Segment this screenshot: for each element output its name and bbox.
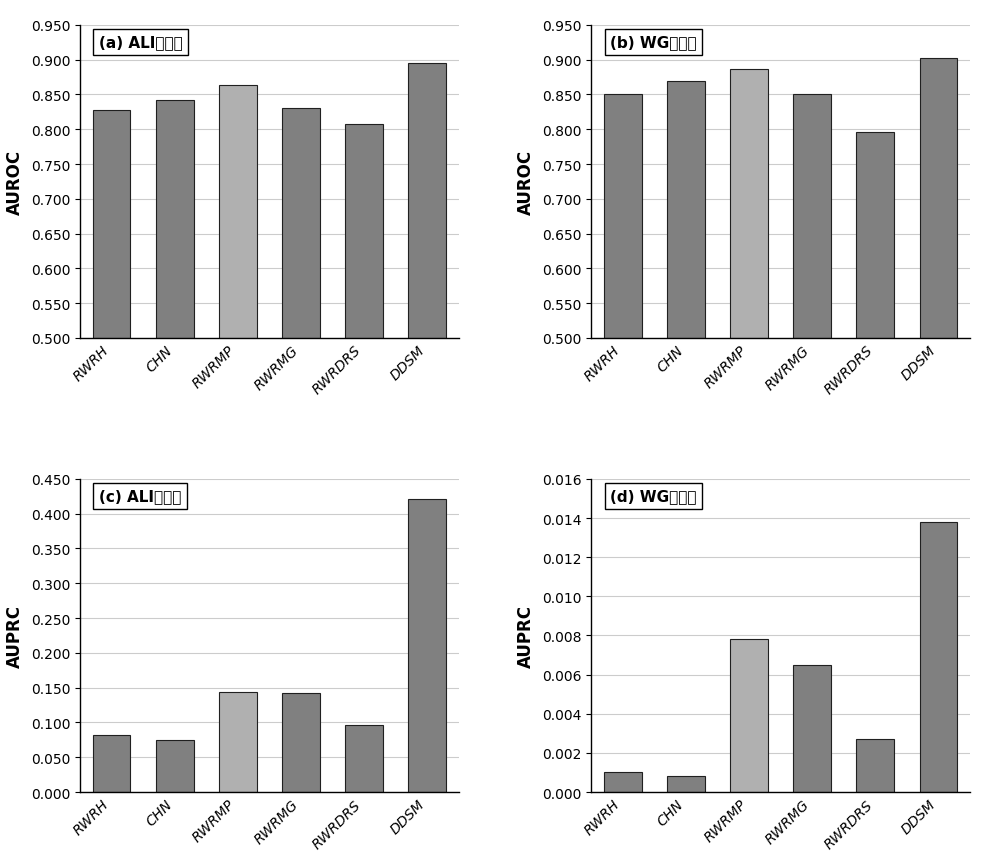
Bar — [856, 133, 894, 338]
Bar — [219, 85, 257, 338]
Bar — [156, 740, 194, 792]
Bar — [920, 523, 957, 792]
Bar — [219, 692, 257, 792]
Bar — [345, 726, 383, 792]
Bar — [856, 740, 894, 792]
Bar — [730, 640, 768, 792]
Bar — [793, 96, 831, 338]
Bar — [667, 777, 705, 792]
Bar — [408, 499, 446, 792]
Bar — [282, 108, 320, 338]
Text: (d) WG控制集: (d) WG控制集 — [610, 489, 697, 504]
Bar — [345, 125, 383, 338]
Bar — [93, 735, 130, 792]
Y-axis label: AUROC: AUROC — [6, 150, 24, 214]
Bar — [93, 110, 130, 338]
Y-axis label: AUROC: AUROC — [517, 150, 535, 214]
Bar — [730, 71, 768, 338]
Y-axis label: AUPRC: AUPRC — [517, 604, 535, 667]
Bar — [604, 96, 642, 338]
Bar — [793, 665, 831, 792]
Text: (c) ALI控制集: (c) ALI控制集 — [99, 489, 181, 504]
Bar — [156, 101, 194, 338]
Text: (a) ALI控制集: (a) ALI控制集 — [99, 35, 183, 50]
Bar — [667, 82, 705, 338]
Bar — [282, 693, 320, 792]
Bar — [408, 64, 446, 338]
Bar — [604, 772, 642, 792]
Text: (b) WG控制集: (b) WG控制集 — [610, 35, 697, 50]
Bar — [920, 59, 957, 338]
Y-axis label: AUPRC: AUPRC — [6, 604, 24, 667]
